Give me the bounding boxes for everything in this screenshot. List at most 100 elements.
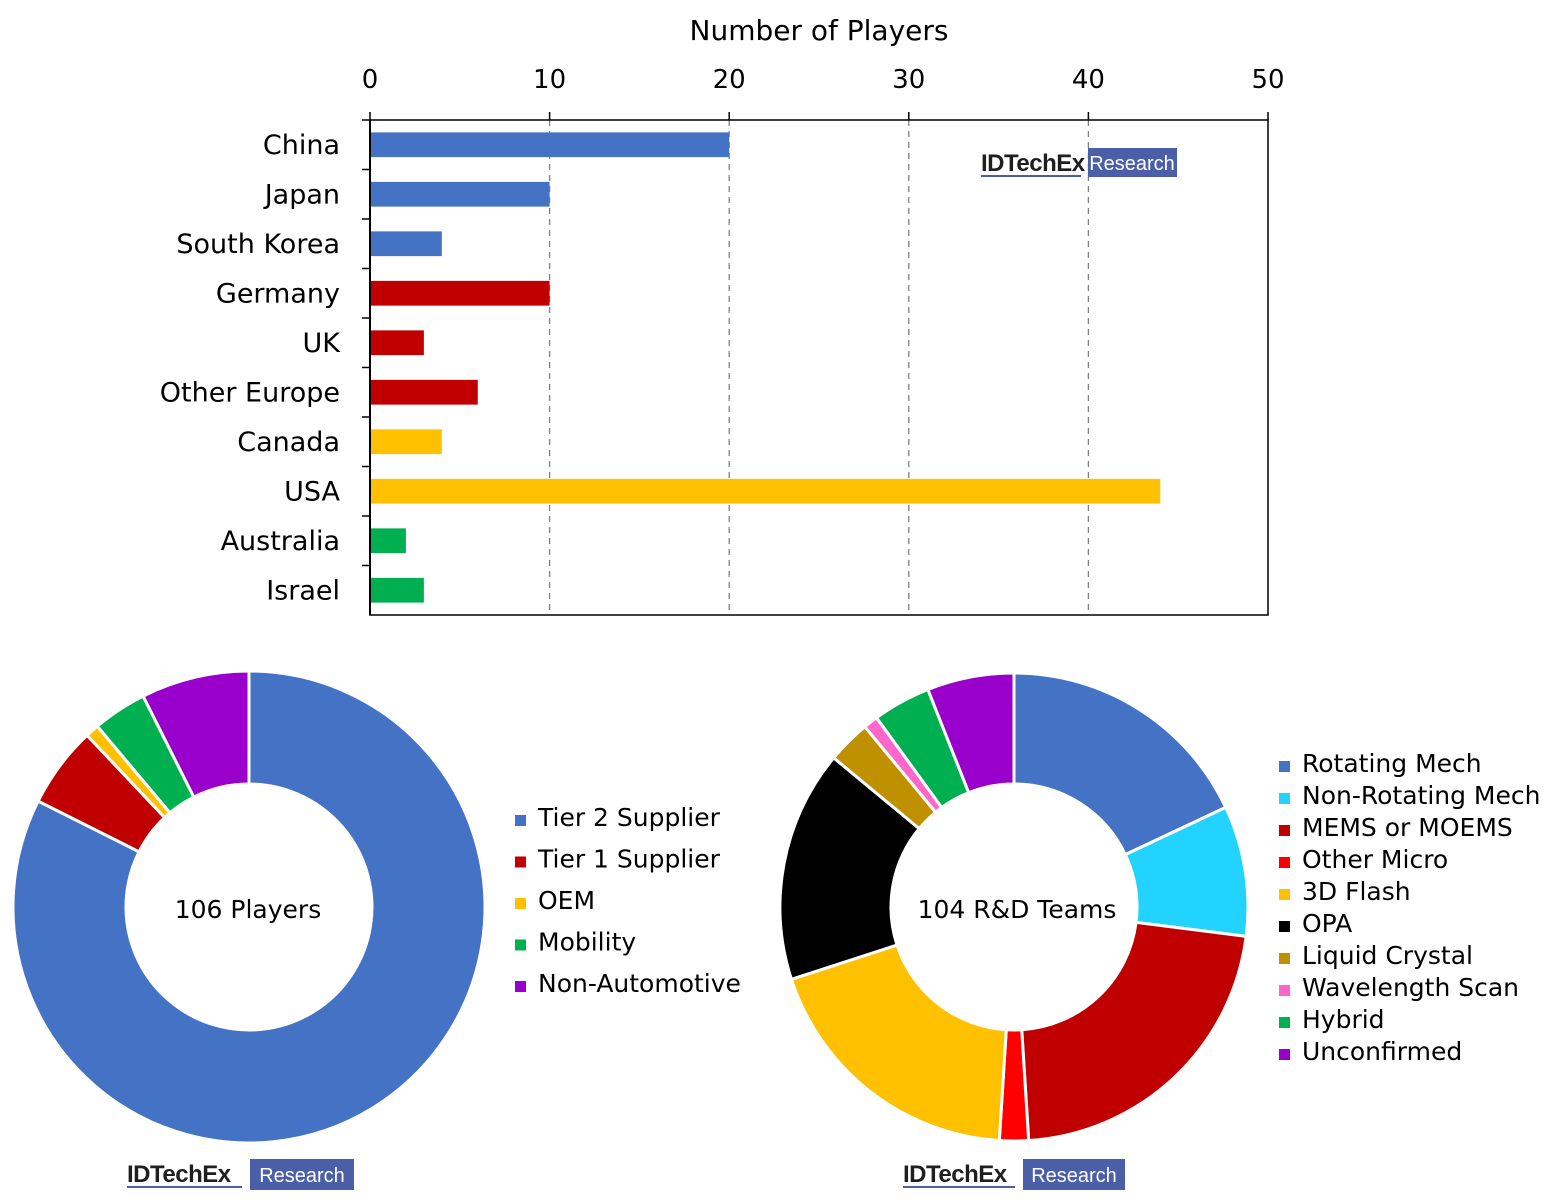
legend-item: Other Micro [1279,845,1448,874]
x-tick-label: 10 [533,65,566,95]
category-label: South Korea [176,229,340,260]
legend-item: Wavelength Scan [1279,973,1519,1002]
logo-brand: IDTechEx [981,150,1086,177]
logo-tag: Research [259,1165,345,1187]
legend-label: Hybrid [1302,1005,1385,1034]
bar-china [370,132,730,158]
legend-item: Hybrid [1279,1005,1385,1034]
logo-tag-box [1023,1159,1125,1190]
legend-item: Tier 1 Supplier [515,845,721,874]
bar-australia [370,528,406,554]
donut-center-label: 106 Players [175,895,321,924]
category-label: UK [303,328,342,359]
x-axis-title: Number of Players [690,14,949,47]
legend-item: Non-Automotive [515,969,741,998]
bar-south-korea [370,231,442,257]
bars [370,132,1161,603]
legend-label: Tier 2 Supplier [537,803,721,832]
bar-usa [370,478,1161,504]
legend-swatch [1279,793,1290,804]
legend-item: Mobility [515,928,636,957]
category-label: China [263,130,340,161]
legend-swatch [1279,889,1290,900]
category-label: Canada [237,427,340,458]
category-label: Other Europe [160,377,340,408]
donut-chart-players: 106 Players Tier 2 Supplier Tier 1 Suppli… [11,669,741,1190]
slice-non-automotive [141,669,251,800]
legend-label: OEM [538,886,595,915]
category-label: Israel [266,575,340,606]
bar-germany [370,280,550,306]
grid-lines [548,120,1090,615]
logo-tag-box [1088,148,1177,177]
logo-brand: IDTechEx [903,1161,1008,1188]
slice-mems-or-moems [1020,920,1248,1143]
x-tick-label: 0 [362,65,379,95]
slice-3d-flash [789,943,1008,1143]
legend-item: OPA [1279,909,1352,938]
donut-chart-rnd-teams: 104 R&D Teams Rotating Mech Non-Rotating … [778,671,1540,1190]
x-tick-label: 20 [713,65,746,95]
bar-uk [370,330,424,356]
legend-label: OPA [1302,909,1352,938]
legend-swatch [1279,953,1290,964]
legend-swatch [515,898,526,909]
legend-label: Tier 1 Supplier [537,845,721,874]
legend-item: OEM [515,886,595,915]
idtechex-logo: IDTechEx Research [981,148,1177,177]
logo-tag-box [250,1159,354,1190]
donut-center-label: 104 R&D Teams [918,895,1117,924]
legend-swatch [515,939,526,951]
idtechex-logo: IDTechEx Research [903,1159,1125,1190]
idtechex-logo: IDTechEx Research [127,1159,354,1190]
slice-unconfirmed [925,671,1016,795]
legend-swatch [1279,1049,1290,1060]
legend: Tier 2 Supplier Tier 1 Supplier OEM Mobilit… [515,803,741,998]
legend-label: 3D Flash [1302,877,1411,906]
slice-opa [778,755,922,982]
legend-label: MEMS or MOEMS [1302,813,1513,842]
logo-tag: Research [1031,1165,1117,1187]
legend-item: 3D Flash [1279,877,1411,906]
category-label: Australia [221,526,340,557]
donut-slices [11,669,487,1145]
legend-item: Non-Rotating Mech [1279,781,1540,810]
logo-brand: IDTechEx [127,1161,232,1188]
legend-swatch [515,815,526,826]
donut-slices [778,671,1250,1143]
legend-label: Liquid Crystal [1302,941,1473,970]
legend-swatch [1279,1017,1290,1028]
legend-label: Wavelength Scan [1302,973,1519,1002]
legend-label: Non-Automotive [538,969,741,998]
legend-item: Liquid Crystal [1279,941,1473,970]
logo-tag: Research [1089,153,1175,175]
legend-item: Tier 2 Supplier [515,803,721,832]
legend-swatch [1279,985,1290,996]
slice-tier-2-supplier [11,669,487,1145]
bar-other-europe [370,379,478,405]
legend-label: Unconfirmed [1302,1037,1462,1066]
slice-rotating-mech [1012,671,1228,857]
legend-item: Unconfirmed [1279,1037,1462,1066]
legend-swatch [1279,857,1290,868]
legend-label: Mobility [538,928,636,957]
legend-label: Non-Rotating Mech [1302,781,1540,810]
x-tick-label: 30 [892,65,925,95]
x-tick-label: 50 [1251,65,1284,95]
x-tick-labels: 0 10 20 30 40 50 [362,65,1285,120]
legend-item: MEMS or MOEMS [1279,813,1513,842]
category-labels: China Japan South Korea Germany UK Other Euro… [160,119,370,606]
bar-japan [370,181,550,207]
legend-item: Rotating Mech [1279,749,1482,778]
legend-swatch [1279,825,1290,836]
x-tick-label: 40 [1072,65,1105,95]
legend-swatch [1279,921,1290,932]
legend-swatch [515,981,526,992]
bar-chart: Number of Players 0 10 20 30 40 50 China Japan… [160,14,1285,616]
legend-swatch [1279,761,1290,772]
category-label: Japan [263,179,340,210]
bar-israel [370,577,424,603]
legend: Rotating Mech Non-Rotating Mech MEMS or MO… [1279,749,1540,1066]
legend-label: Other Micro [1302,845,1448,874]
